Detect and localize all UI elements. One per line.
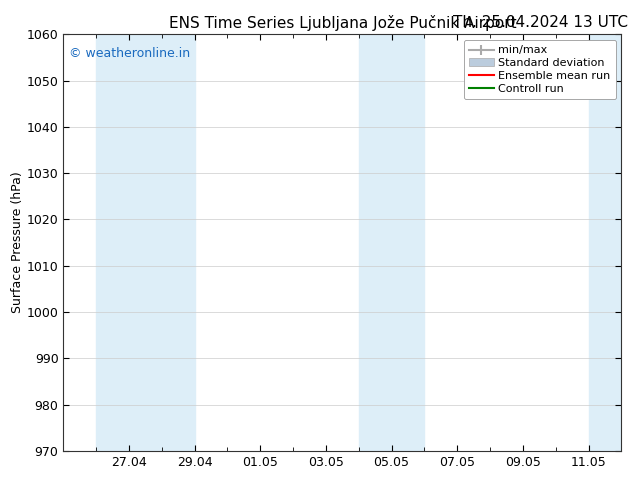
Text: Th. 25.04.2024 13 UTC: Th. 25.04.2024 13 UTC — [453, 15, 628, 30]
Y-axis label: Surface Pressure (hPa): Surface Pressure (hPa) — [11, 172, 24, 314]
Text: ENS Time Series Ljubljana Jože Pučnik Airport: ENS Time Series Ljubljana Jože Pučnik Ai… — [169, 15, 516, 31]
Text: © weatheronline.in: © weatheronline.in — [69, 47, 190, 60]
Bar — [359, 34, 424, 451]
Legend: min/max, Standard deviation, Ensemble mean run, Controll run: min/max, Standard deviation, Ensemble me… — [463, 40, 616, 99]
Bar — [96, 34, 195, 451]
Bar — [588, 34, 621, 451]
